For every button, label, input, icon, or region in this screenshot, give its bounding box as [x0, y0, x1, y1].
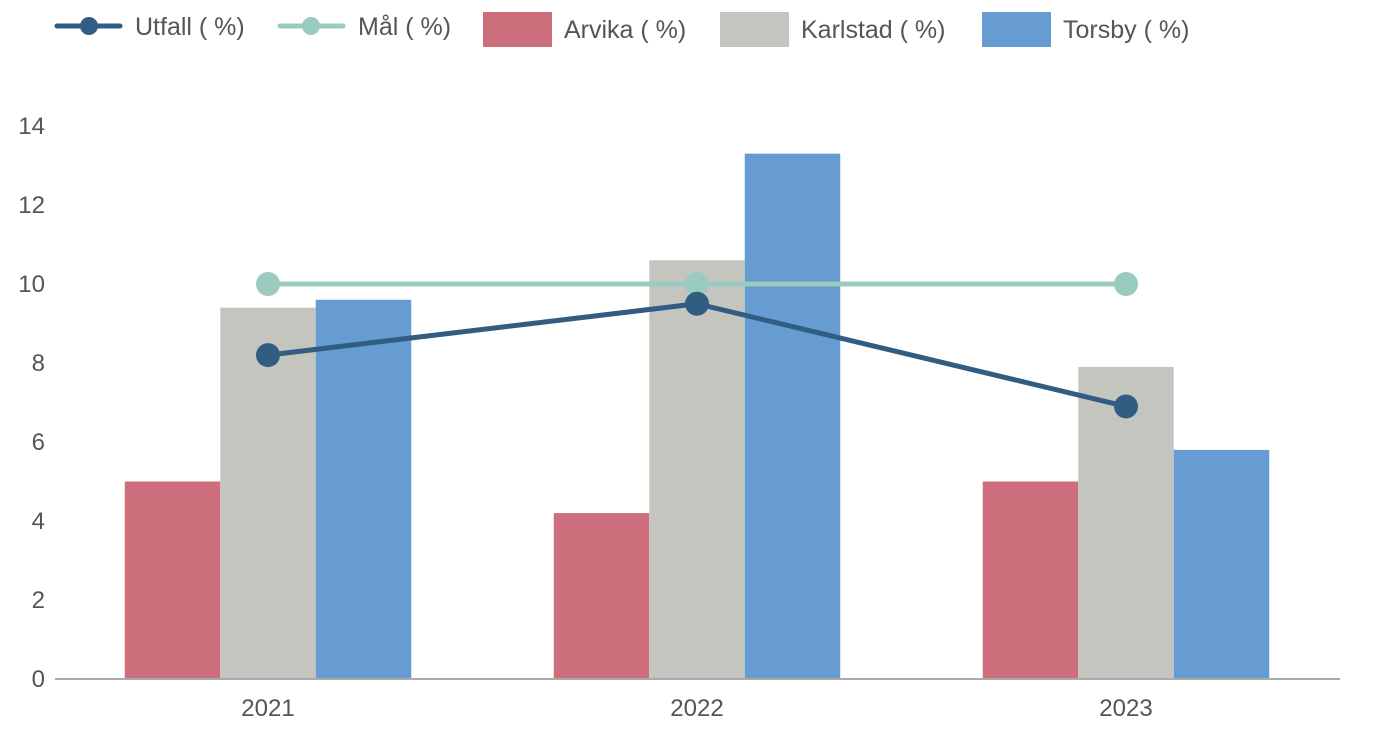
bar-karlstad-2021: [220, 307, 316, 679]
y-tick-label-6: 6: [32, 429, 45, 456]
point-mal-2022: [685, 272, 709, 296]
y-tick-label-12: 12: [18, 192, 45, 219]
y-tick-label-8: 8: [32, 350, 45, 377]
bar-torsby-2021: [315, 299, 412, 679]
legend-item-mal: Mål ( %): [277, 13, 451, 41]
x-axis: 2021 2022 2023: [241, 695, 1152, 722]
bar-arvika-2021: [124, 481, 221, 679]
bar-torsby-2022: [744, 153, 841, 679]
legend-label: Torsby ( %): [1063, 16, 1189, 44]
point-mal-2021: [256, 272, 280, 296]
y-tick-label-10: 10: [18, 271, 45, 298]
bar-arvika-2022: [553, 513, 650, 679]
x-tick-label-2023: 2023: [1099, 695, 1152, 722]
point-utfall-2021: [256, 343, 280, 368]
x-tick-label-2021: 2021: [241, 695, 294, 722]
x-tick-label-2022: 2022: [670, 695, 723, 722]
point-utfall-2023: [1114, 394, 1138, 419]
legend-label: Arvika ( %): [564, 16, 686, 44]
bar-karlstad-2023: [1078, 366, 1174, 679]
bar-arvika-2023: [982, 481, 1079, 679]
legend-marker-swatch: [80, 17, 98, 35]
legend-item-arvika: Arvika ( %): [483, 12, 686, 47]
legend: Utfall ( %) Mål ( %) Arvika ( %) Karlstad (…: [54, 12, 1189, 47]
point-mal-2023: [1114, 272, 1138, 296]
bar-series-group: [124, 153, 1270, 679]
line-series-group: [256, 272, 1138, 419]
point-utfall-2022: [685, 291, 709, 316]
legend-bar-swatch: [483, 12, 552, 47]
y-tick-label-4: 4: [32, 508, 45, 535]
legend-bar-swatch: [982, 12, 1051, 47]
legend-item-karlstad: Karlstad ( %): [720, 12, 945, 47]
legend-marker-swatch: [302, 17, 320, 35]
bar-torsby-2023: [1173, 449, 1270, 679]
y-axis: 0 2 4 6 8 10 12 14: [18, 113, 45, 693]
legend-label: Karlstad ( %): [801, 16, 945, 44]
legend-label: Utfall ( %): [135, 13, 245, 41]
legend-item-utfall: Utfall ( %): [54, 13, 245, 41]
legend-bar-swatch: [720, 12, 789, 47]
y-tick-label-2: 2: [32, 587, 45, 614]
legend-item-torsby: Torsby ( %): [982, 12, 1189, 47]
y-tick-label-14: 14: [18, 113, 45, 140]
bar-karlstad-2022: [649, 260, 745, 679]
y-tick-label-0: 0: [32, 666, 45, 693]
legend-label: Mål ( %): [358, 13, 451, 41]
